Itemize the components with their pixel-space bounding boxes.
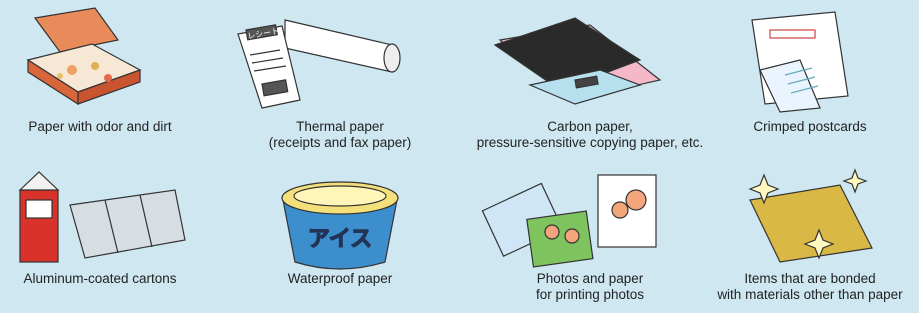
caption: Photos and paper [537, 271, 644, 286]
caption: Items that are bonded [744, 271, 875, 286]
postcard-illustration [752, 12, 848, 112]
ice-cup-illustration: アイス [282, 182, 398, 269]
caption: with materials other than paper [716, 287, 903, 302]
caption: for printing photos [536, 287, 644, 302]
caption: Thermal paper [296, 119, 384, 134]
caption: pressure-sensitive copying paper, etc. [477, 135, 704, 150]
caption: Crimped postcards [753, 119, 867, 134]
caption: Paper with odor and dirt [28, 119, 172, 134]
illustration-text: アイス [308, 226, 372, 251]
caption: (receipts and fax paper) [269, 135, 412, 150]
caption: Aluminum-coated cartons [23, 271, 176, 286]
page: レシート アイス [0, 0, 919, 313]
caption: Carbon paper, [547, 119, 633, 134]
caption: Waterproof paper [288, 271, 393, 286]
